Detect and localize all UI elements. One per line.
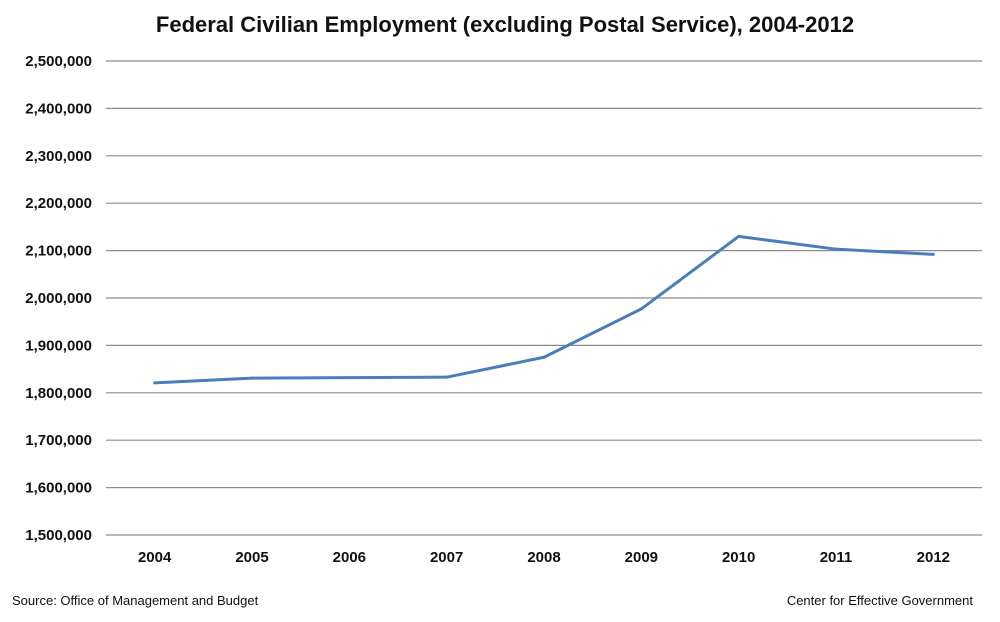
data-point [639, 307, 643, 311]
x-tick-label: 2008 [527, 549, 560, 566]
x-tick-label: 2005 [235, 549, 268, 566]
y-tick-label: 2,100,000 [25, 243, 92, 260]
data-point [834, 247, 838, 251]
y-tick-label: 2,000,000 [25, 290, 92, 307]
x-tick-label: 2006 [333, 549, 366, 566]
x-tick-label: 2007 [430, 549, 463, 566]
data-point [737, 234, 741, 238]
y-tick-label: 1,700,000 [25, 432, 92, 449]
y-tick-label: 2,300,000 [25, 148, 92, 165]
y-tick-label: 2,500,000 [25, 53, 92, 70]
x-tick-label: 2011 [820, 549, 853, 566]
y-tick-label: 2,200,000 [25, 195, 92, 212]
data-point [931, 252, 935, 256]
data-point [445, 375, 449, 379]
chart-title: Federal Civilian Employment (excluding P… [156, 12, 854, 37]
x-tick-label: 2004 [138, 549, 172, 566]
y-tick-label: 1,900,000 [25, 337, 92, 354]
data-point [542, 355, 546, 359]
x-tick-label: 2009 [625, 549, 658, 566]
series-line [154, 234, 934, 385]
source-note: Source: Office of Management and Budget [12, 593, 259, 608]
data-point [250, 376, 254, 380]
x-tick-label: 2012 [917, 549, 950, 566]
data-point [153, 381, 157, 385]
x-tick-label: 2010 [722, 549, 755, 566]
y-tick-label: 1,500,000 [25, 527, 92, 544]
y-tick-label: 1,800,000 [25, 385, 92, 402]
y-tick-label: 2,400,000 [25, 100, 92, 117]
data-point [347, 376, 351, 380]
y-tick-label: 1,600,000 [25, 480, 92, 497]
credit-note: Center for Effective Government [786, 593, 973, 608]
